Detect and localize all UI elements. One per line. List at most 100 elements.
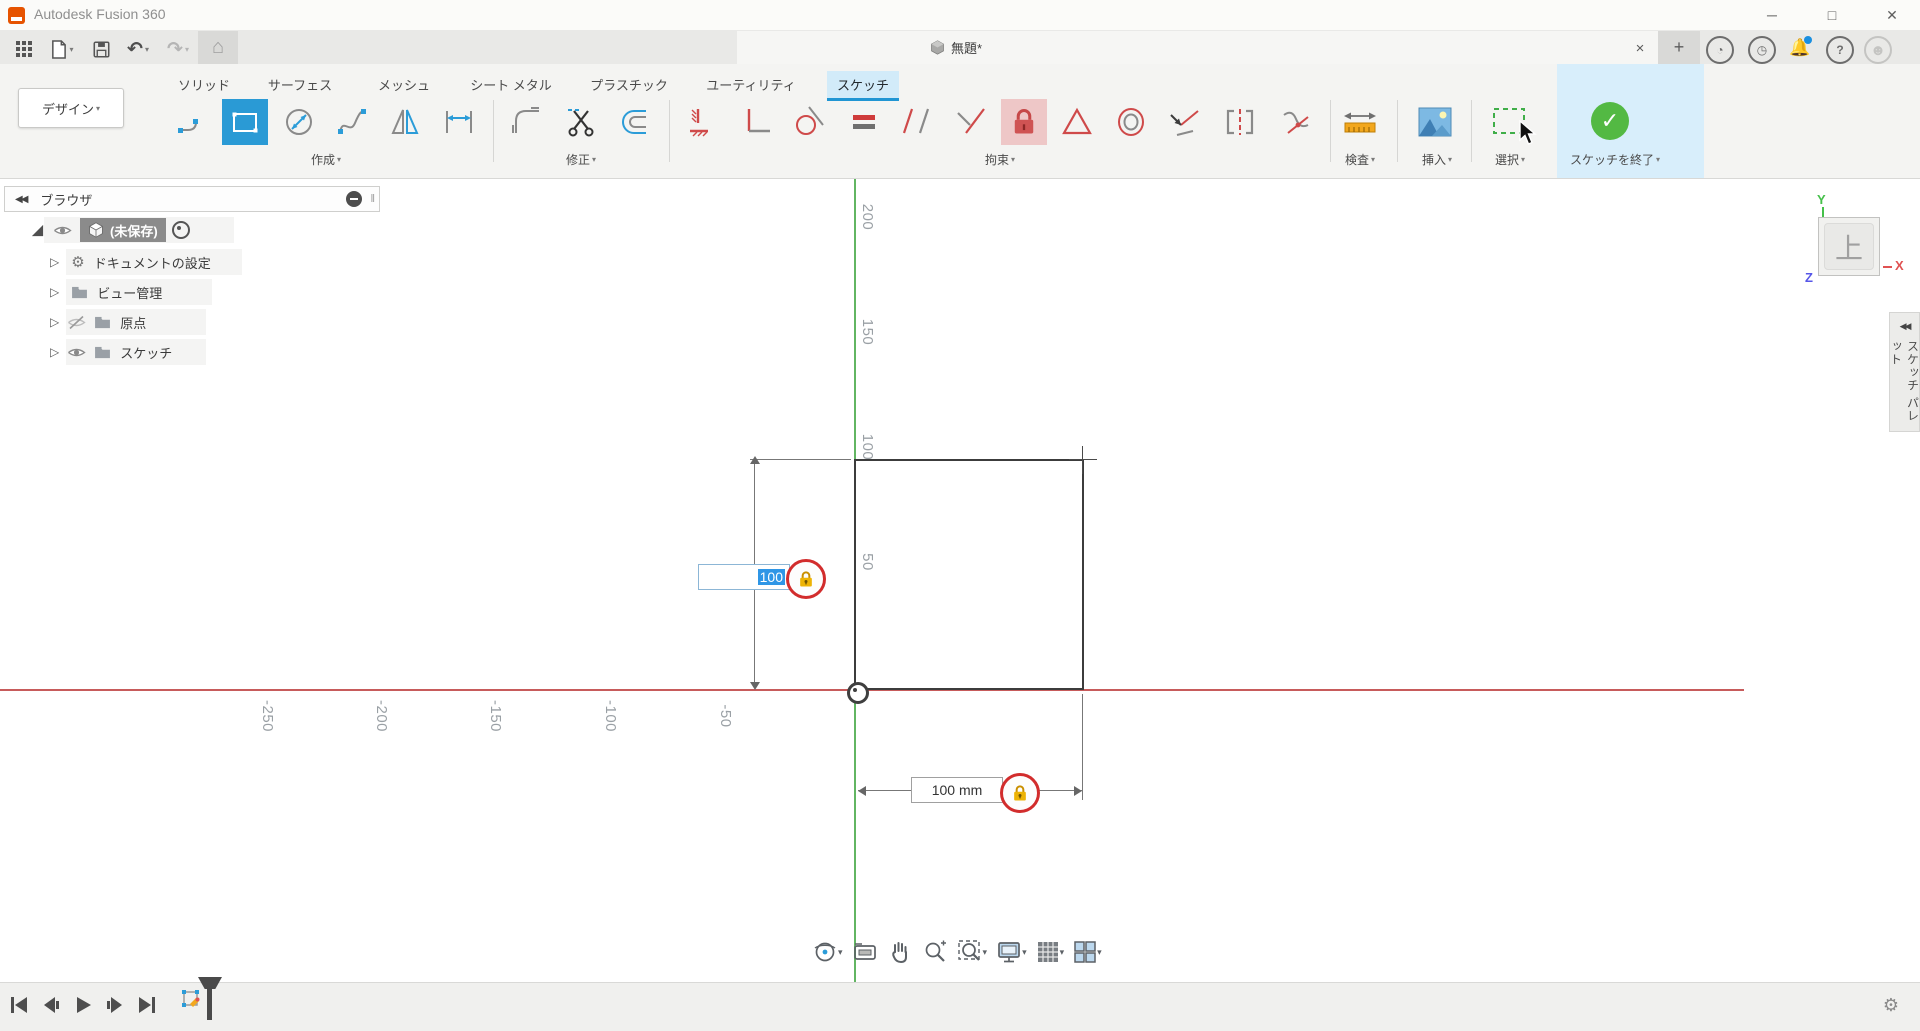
spline-tool-button[interactable] (329, 99, 375, 145)
step-forward-button[interactable] (104, 994, 126, 1016)
viewports-button[interactable]: ▾ (1073, 940, 1102, 964)
browser-item-origin[interactable]: ▷ 原点 (66, 309, 206, 335)
dimension-height-input[interactable]: 100 (698, 564, 790, 590)
panel-grip-icon[interactable]: ‖ (370, 193, 375, 205)
equal-constraint-button[interactable] (841, 99, 887, 145)
pan-button[interactable] (887, 939, 913, 965)
visibility-eye-icon[interactable] (53, 224, 72, 237)
coincident-constraint-button[interactable] (948, 99, 994, 145)
tab-plastic[interactable]: プラスチック (580, 71, 678, 98)
zoom-button[interactable] (922, 939, 948, 965)
group-constraints[interactable]: 拘束▾ (985, 151, 1015, 168)
timeline-marker[interactable] (207, 988, 212, 1020)
browser-header[interactable]: ◀◀ ブラウザ ‖ (4, 186, 380, 212)
app-launcher-button[interactable] (8, 34, 40, 64)
curvature-constraint-button[interactable] (1274, 99, 1320, 145)
maximize-button[interactable]: □ (1812, 0, 1852, 30)
symmetry-constraint-button[interactable] (1217, 99, 1263, 145)
timeline-settings-button[interactable]: ⚙ (1878, 992, 1904, 1018)
sketch-canvas[interactable] (0, 178, 1920, 982)
width-lock-icon[interactable] (1000, 773, 1040, 813)
orbit-button[interactable]: ▾ (812, 939, 843, 965)
dimension-width-label[interactable]: 100 mm (911, 777, 1003, 803)
perpendicular-constraint-button[interactable] (734, 99, 780, 145)
document-tab[interactable]: 無題* (930, 36, 982, 58)
circle-tool-button[interactable] (276, 99, 322, 145)
go-to-end-button[interactable] (136, 994, 158, 1016)
activate-component-radio[interactable] (172, 221, 190, 239)
group-modify[interactable]: 修正▾ (566, 151, 596, 168)
line-tool-button[interactable] (169, 99, 215, 145)
tab-mesh[interactable]: メッシュ (368, 71, 440, 98)
tab-sheetmetal[interactable]: シート メタル (460, 71, 562, 98)
sketch-dimension-button[interactable] (436, 99, 482, 145)
tab-utilities[interactable]: ユーティリティ (696, 71, 805, 98)
offset-tool-button[interactable] (612, 99, 658, 145)
expand-arrow-icon[interactable]: ▷ (50, 285, 59, 299)
group-inspect[interactable]: 検査▾ (1345, 151, 1375, 168)
fix-constraint-button[interactable] (1001, 99, 1047, 145)
look-at-button[interactable] (852, 939, 878, 965)
group-create[interactable]: 作成▾ (311, 151, 341, 168)
measure-tool-button[interactable] (1337, 99, 1383, 145)
new-document-tab-button[interactable]: + (1658, 31, 1700, 64)
group-insert[interactable]: 挿入▾ (1422, 151, 1452, 168)
expand-arrow-icon[interactable]: ▷ (50, 345, 59, 359)
sketch-rect-top-edge[interactable] (855, 459, 1084, 461)
workspace-selector[interactable]: デザイン▾ (18, 88, 124, 128)
root-document-item[interactable]: (未保存) (80, 218, 166, 242)
expand-arrow-icon[interactable]: ▷ (50, 255, 59, 269)
visibility-eye-icon[interactable] (67, 346, 86, 359)
finish-sketch-button[interactable]: ✓ (1591, 102, 1629, 140)
tab-sketch[interactable]: スケッチ (827, 71, 899, 101)
close-window-button[interactable]: ✕ (1872, 0, 1912, 30)
home-button[interactable]: ⌂ (198, 31, 238, 64)
undo-button[interactable]: ↶▾ (118, 34, 158, 64)
tangent-constraint-button[interactable] (787, 99, 833, 145)
go-to-start-button[interactable] (8, 994, 30, 1016)
sketch-rect-bottom-edge[interactable] (855, 688, 1084, 690)
viewcube-area[interactable]: Y 上 X Z (1805, 190, 1915, 290)
display-settings-button[interactable]: ▾ (996, 939, 1027, 965)
sketch-rect-left-edge[interactable] (854, 459, 856, 690)
fillet-tool-button[interactable] (505, 99, 551, 145)
sketch-rect-right-edge[interactable] (1082, 459, 1084, 690)
collapse-arrow-icon[interactable] (30, 223, 45, 238)
tab-surface[interactable]: サーフェス (258, 71, 342, 98)
extensions-button[interactable]: ◔ (1706, 36, 1734, 64)
height-lock-icon[interactable] (786, 559, 826, 599)
collapse-panel-icon[interactable]: ◀◀ (15, 194, 26, 205)
horizontal-vertical-constraint-button[interactable] (680, 99, 726, 145)
rectangle-tool-button[interactable] (222, 99, 268, 145)
concentric-constraint-button[interactable] (1108, 99, 1154, 145)
midpoint-constraint-button[interactable] (1161, 99, 1207, 145)
browser-item-sketches[interactable]: ▷ スケッチ (66, 339, 206, 365)
viewcube-top-face[interactable]: 上 (1824, 223, 1874, 270)
browser-item-view-management[interactable]: ▷ ビュー管理 (66, 279, 212, 305)
mirror-tool-button[interactable] (383, 99, 429, 145)
job-status-button[interactable]: ◷ (1748, 36, 1776, 64)
close-document-button[interactable]: × (1626, 34, 1654, 62)
grid-snap-button[interactable]: ▾ (1036, 940, 1065, 964)
visibility-off-icon[interactable] (67, 315, 86, 330)
help-button[interactable]: ? (1826, 36, 1854, 64)
save-button[interactable] (86, 34, 116, 64)
user-avatar[interactable]: ☻ (1864, 36, 1892, 64)
minimize-button[interactable]: ─ (1752, 0, 1792, 30)
timeline-sketch-feature[interactable] (180, 988, 202, 1010)
parallel-constraint-button[interactable] (894, 99, 940, 145)
step-back-button[interactable] (40, 994, 62, 1016)
sketch-palette-tab[interactable]: ◀◀ スケッチ パレット (1889, 312, 1920, 432)
viewcube[interactable]: 上 (1818, 217, 1880, 276)
finish-sketch-label[interactable]: スケッチを終了▾ (1570, 151, 1660, 168)
trim-tool-button[interactable] (558, 99, 604, 145)
redo-button[interactable]: ↷▾ (158, 34, 198, 64)
insert-image-button[interactable] (1412, 99, 1458, 145)
browser-root-row[interactable]: (未保存) (44, 217, 234, 243)
zoom-window-button[interactable]: ▾ (957, 939, 988, 965)
origin-point[interactable] (847, 682, 869, 704)
polygon-constraint-button[interactable] (1054, 99, 1100, 145)
browser-item-document-settings[interactable]: ▷ ⚙ ドキュメントの設定 (66, 249, 242, 275)
notifications-button[interactable]: 🔔 (1788, 36, 1812, 60)
group-select[interactable]: 選択▾ (1495, 151, 1525, 168)
